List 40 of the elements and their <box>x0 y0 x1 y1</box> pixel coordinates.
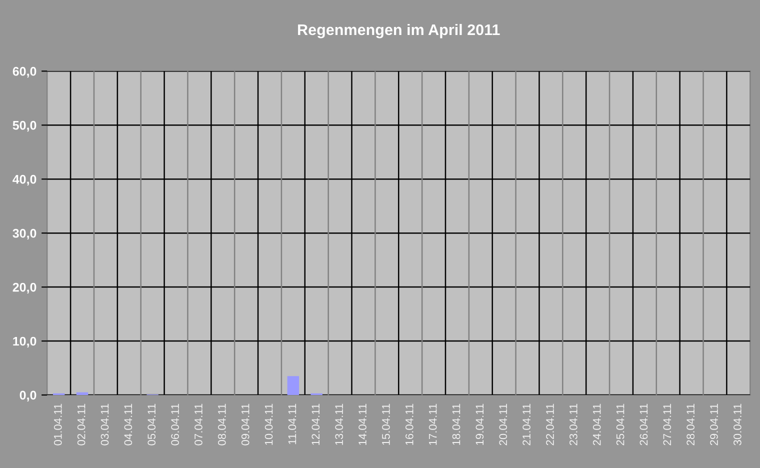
x-tick-label: 21.04.11 <box>522 404 530 446</box>
bar <box>76 392 88 395</box>
x-tick-label: 19.04.11 <box>476 404 484 445</box>
x-tick-label: 20.04.11 <box>499 404 508 446</box>
x-tick-label: 17.04.11 <box>428 404 437 445</box>
x-tick-label: 01.04.11 <box>54 404 62 446</box>
y-tick-label: 30,0 <box>12 228 36 240</box>
x-tick-label: 13.04.11 <box>335 404 344 445</box>
x-tick-label: 04.04.11 <box>124 404 132 446</box>
x-tick-label: 15.04.11 <box>382 404 390 445</box>
x-tick-label: 18.04.11 <box>452 404 460 445</box>
y-tick-label: 20,0 <box>12 282 36 294</box>
x-tick-label: 07.04.11 <box>194 404 202 446</box>
x-tick-label: 10.04.11 <box>264 404 273 445</box>
x-tick-label: 09.04.11 <box>241 404 250 446</box>
x-tick-label: 06.04.11 <box>171 404 179 446</box>
x-tick-label: 30.04.11 <box>734 404 742 446</box>
y-tick-label: 50,0 <box>12 120 36 132</box>
x-tick-label: 25.04.11 <box>616 404 624 446</box>
x-tick-label: 11.04.11 <box>288 404 296 444</box>
x-tick-label: 28.04.11 <box>686 404 695 446</box>
x-tick-label: 27.04.11 <box>663 404 672 446</box>
x-tick-label: 08.04.11 <box>218 404 226 446</box>
y-tick-label: 60,0 <box>12 66 36 78</box>
x-tick-label: 23.04.11 <box>569 404 578 446</box>
x-tick-label: 24.04.11 <box>592 404 601 446</box>
y-tick-label: 40,0 <box>12 174 36 186</box>
x-tick-label: 05.04.11 <box>148 404 156 446</box>
x-tick-label: 02.04.11 <box>77 404 86 446</box>
y-tick-label: 10,0 <box>13 336 36 348</box>
x-tick-label: 12.04.11 <box>312 404 320 445</box>
bar <box>287 376 300 395</box>
y-tick-label: 0,0 <box>20 390 36 402</box>
x-tick-label: 16.04.11 <box>405 404 414 445</box>
x-tick-label: 22.04.11 <box>546 404 554 446</box>
x-tick-label: 14.04.11 <box>358 404 366 445</box>
chart-title: Regenmengen im April 2011 <box>298 24 500 38</box>
x-tick-label: 26.04.11 <box>640 404 648 446</box>
x-tick-label: 03.04.11 <box>100 404 109 446</box>
x-tick-label: 29.04.11 <box>710 404 718 446</box>
